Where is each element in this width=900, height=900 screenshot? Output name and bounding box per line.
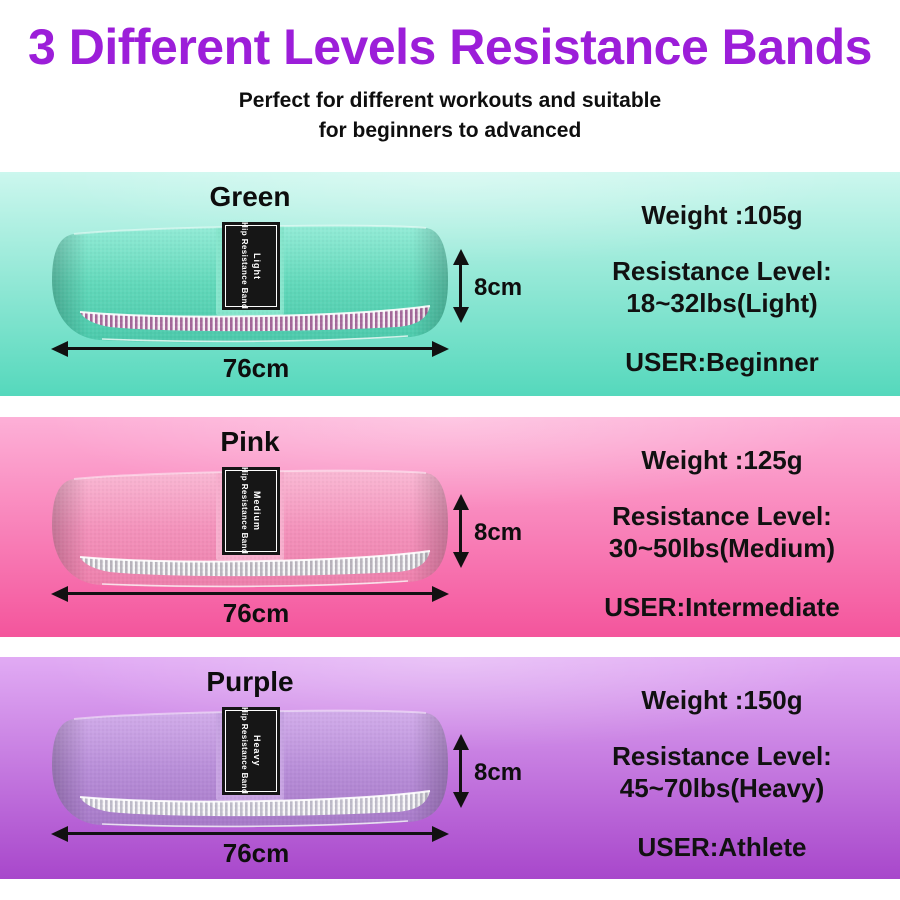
band-section-purple: Purple [0,657,900,879]
band-section-green: Green [0,172,900,396]
width-label: 76cm [222,598,290,628]
resistance-text: Resistance Level: 18~32lbs(Light) [547,255,897,319]
width-label: 76cm [222,353,290,383]
band-tag: Light Hip Resistance Band [222,222,280,310]
height-arrow-icon [459,509,462,553]
resistance-value: 18~32lbs(Light) [626,288,818,318]
resistance-label: Resistance Level: [612,501,832,531]
weight-text: Weight :150g [641,685,803,715]
width-arrow-icon [67,832,433,835]
band-color-name: Pink [220,426,280,457]
page-subtitle: Perfect for different workouts and suita… [0,86,900,146]
band-color-name: Purple [206,666,294,697]
band-tag-level: Light [252,252,262,280]
band-tag-product: Hip Resistance Band [240,222,249,310]
user-text: USER:Athlete [637,832,807,862]
spec-column: Weight :125g Resistance Level: 30~50lbs(… [547,417,897,637]
resistance-label: Resistance Level: [612,741,832,771]
band-tag-level: Medium [252,490,262,531]
spec-column: Weight :105g Resistance Level: 18~32lbs(… [547,172,897,396]
weight-text: Weight :125g [641,445,803,475]
resistance-label: Resistance Level: [612,256,832,286]
width-arrow-icon [67,592,433,595]
band-tag: Medium Hip Resistance Band [222,467,280,555]
spec-column: Weight :150g Resistance Level: 45~70lbs(… [547,657,897,879]
band-tag-product: Hip Resistance Band [240,707,249,795]
page-title: 3 Different Levels Resistance Bands [28,19,872,75]
width-label: 76cm [222,838,290,868]
width-arrow-icon [67,347,433,350]
band-color-name: Green [209,181,291,212]
user-text: USER:Beginner [625,347,819,377]
band-tag: Heavy Hip Resistance Band [222,707,280,795]
height-arrow-icon [459,264,462,308]
height-arrow-icon [459,749,462,793]
subtitle-line-2: for beginners to advanced [318,119,582,142]
subtitle-line-1: Perfect for different workouts and suita… [238,89,662,112]
band-section-pink: Pink [0,417,900,637]
height-label: 8cm [474,274,523,301]
resistance-value: 30~50lbs(Medium) [608,533,836,563]
height-label: 8cm [474,759,523,786]
resistance-value: 45~70lbs(Heavy) [619,773,825,803]
weight-text: Weight :105g [641,200,803,230]
resistance-text: Resistance Level: 45~70lbs(Heavy) [547,740,897,804]
height-label: 8cm [474,519,523,546]
resistance-text: Resistance Level: 30~50lbs(Medium) [547,500,897,564]
band-tag-level: Heavy [252,735,262,767]
user-text: USER:Intermediate [604,592,840,622]
band-tag-product: Hip Resistance Band [240,467,249,555]
